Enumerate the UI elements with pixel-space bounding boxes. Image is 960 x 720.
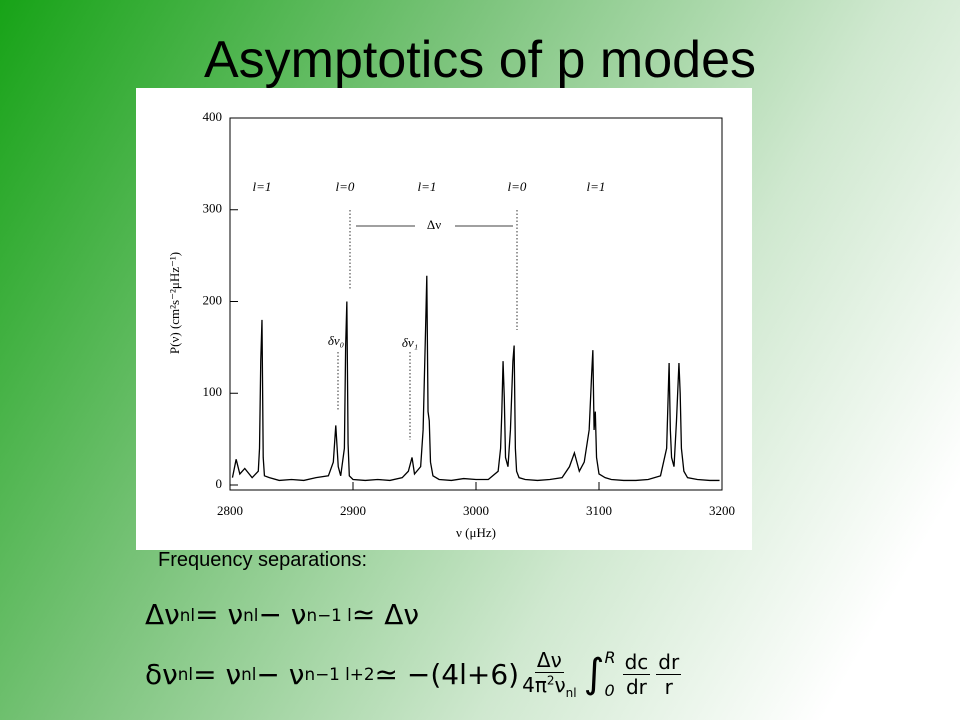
small-separation-label: δν₁ bbox=[402, 335, 418, 350]
formula-text: = ν bbox=[193, 657, 242, 691]
y-tick-label: 400 bbox=[203, 109, 223, 124]
superscript: 2 bbox=[546, 673, 555, 688]
mode-label: l=1 bbox=[418, 179, 437, 194]
formula: Δν nl = ν nl − ν n−1 l ≃ Δν bbox=[145, 598, 419, 631]
formula-text: dr bbox=[658, 649, 680, 674]
formula-text: ν bbox=[554, 673, 566, 697]
subscript: nl bbox=[179, 604, 196, 625]
formula-text: = ν bbox=[195, 598, 244, 631]
slide-title: Asymptotics of p modes bbox=[204, 31, 756, 89]
formula-text: r bbox=[664, 674, 673, 699]
caption: Frequency separations: bbox=[158, 549, 368, 571]
numerator: Δν bbox=[534, 648, 564, 673]
x-tick-label: 3000 bbox=[463, 503, 489, 518]
formula-text: ≃ −(4l+6) bbox=[374, 657, 520, 691]
lower-limit: 0 bbox=[604, 681, 615, 700]
formula: δν nl = ν nl − ν n−1 l+2 ≃ −(4l+6) Δν 4π2νnl ∫… bbox=[145, 648, 684, 700]
formula-text: dr bbox=[625, 674, 647, 699]
formula-text: − ν bbox=[258, 598, 307, 631]
upper-limit: R bbox=[604, 648, 616, 667]
formula-text: Δν bbox=[145, 598, 180, 631]
fraction: Δν 4π2νnl bbox=[522, 648, 577, 700]
x-tick-label: 2800 bbox=[217, 503, 243, 518]
x-tick-label: 3200 bbox=[709, 503, 735, 518]
integral-sign: ∫ bbox=[583, 651, 605, 697]
mode-label: l=0 bbox=[336, 179, 355, 194]
formula-text: ≃ Δν bbox=[351, 598, 419, 631]
numerator: dr bbox=[656, 649, 682, 675]
y-tick-label: 200 bbox=[203, 292, 223, 307]
chart-background bbox=[136, 88, 752, 550]
mode-label: l=0 bbox=[508, 179, 527, 194]
x-tick-label: 2900 bbox=[340, 503, 366, 518]
subscript: nl bbox=[243, 604, 259, 625]
numerator: dc bbox=[622, 649, 651, 675]
y-axis-label: P(ν) (cm²s⁻²μHz⁻¹) bbox=[167, 252, 182, 354]
y-tick-label: 300 bbox=[203, 201, 223, 216]
y-tick-label: 100 bbox=[203, 384, 223, 399]
denominator: 4π2νnl bbox=[522, 673, 577, 700]
formula-text: 4π bbox=[522, 673, 547, 697]
formula-text: Δν bbox=[536, 648, 562, 672]
subscript: nl bbox=[177, 664, 194, 684]
subscript: nl bbox=[565, 686, 577, 700]
x-axis-label: ν (μHz) bbox=[456, 525, 496, 540]
small-separation-label: δν₀ bbox=[328, 333, 344, 348]
y-tick-label: 0 bbox=[216, 476, 223, 491]
spectrum-line bbox=[231, 275, 720, 482]
mode-label: l=1 bbox=[587, 179, 606, 194]
x-tick-label: 3100 bbox=[586, 503, 612, 518]
denominator: r bbox=[665, 675, 673, 699]
subscript: n−1 l+2 bbox=[304, 664, 375, 684]
fraction: dr r bbox=[656, 649, 682, 699]
subscript: n−1 l bbox=[306, 604, 352, 625]
mode-label: l=1 bbox=[253, 179, 272, 194]
formula-text: dc bbox=[624, 649, 649, 674]
denominator: dr bbox=[626, 675, 647, 699]
fraction: dc dr bbox=[622, 649, 651, 699]
formula-text: − ν bbox=[256, 657, 305, 691]
formula-text: δν bbox=[145, 657, 178, 691]
integral: ∫ R 0 bbox=[584, 648, 616, 700]
subscript: nl bbox=[241, 664, 257, 684]
large-separation-label: Δν bbox=[427, 217, 441, 232]
